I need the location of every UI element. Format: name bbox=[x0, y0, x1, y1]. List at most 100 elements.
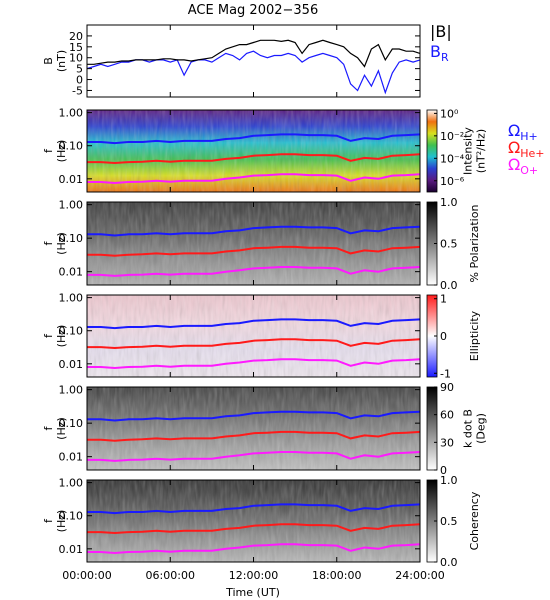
colorbar-label: Intensity bbox=[462, 127, 475, 175]
gyrofrequency-line bbox=[87, 173, 421, 185]
plot-frame bbox=[86, 24, 421, 98]
y-axis-label: f bbox=[42, 240, 55, 245]
legend-subscript: R bbox=[441, 51, 449, 64]
data-line bbox=[86, 50, 421, 95]
colorbar bbox=[426, 386, 438, 471]
y-tick-label: 0.01 bbox=[59, 358, 84, 371]
y-tick-label: 0.10 bbox=[59, 140, 84, 153]
colorbar-label: % Polarization bbox=[468, 205, 481, 283]
y-axis-label: f bbox=[42, 425, 55, 430]
x-tick-label: 24:00:00 bbox=[395, 569, 444, 582]
y-tick-label: 10 bbox=[69, 52, 83, 65]
y-axis-label: (Hz) bbox=[55, 140, 68, 163]
colorbar-label: Ellipticity bbox=[468, 310, 481, 361]
spectrogram-texture bbox=[87, 295, 420, 377]
y-tick-label: 0.10 bbox=[59, 325, 84, 338]
gyrofrequency-line bbox=[87, 543, 421, 555]
y-tick-label: 5 bbox=[76, 63, 83, 76]
y-tick-label: 1.00 bbox=[59, 199, 84, 212]
colorbar-tick-label: 0.5 bbox=[440, 515, 458, 528]
x-axis-label: Time (UT) bbox=[225, 586, 280, 599]
y-tick-label: 0.01 bbox=[59, 266, 84, 279]
colorbar-tick-label: 0.5 bbox=[440, 238, 458, 251]
chart-title: ACE Mag 2002−356 bbox=[188, 3, 318, 18]
y-axis-label: (nT) bbox=[55, 50, 68, 72]
legend-name: Ω bbox=[508, 121, 520, 140]
y-tick-label: 0.01 bbox=[59, 543, 84, 556]
gyrofrequency-line bbox=[87, 430, 421, 442]
spectrogram-texture bbox=[87, 110, 420, 192]
y-axis-label: (Hz) bbox=[55, 510, 68, 533]
legend-subscript: He+ bbox=[520, 147, 544, 160]
colorbar-label: k dot B bbox=[462, 409, 475, 448]
gyrofrequency-line bbox=[87, 225, 421, 237]
legend-name: B bbox=[430, 42, 441, 61]
y-axis-label: (Hz) bbox=[55, 417, 68, 440]
y-tick-label: 0.01 bbox=[59, 173, 84, 186]
legend-label: ΩO+ bbox=[508, 155, 538, 177]
colorbar-tick-label: 1.0 bbox=[440, 474, 458, 487]
gyrofrequency-line bbox=[87, 133, 421, 145]
legend-subscript: O+ bbox=[520, 164, 538, 177]
colorbar-tick-label: 30 bbox=[440, 436, 454, 449]
colorbar bbox=[426, 109, 438, 193]
x-tick-label: 18:00:00 bbox=[312, 569, 361, 582]
y-tick-label: 0.10 bbox=[59, 417, 84, 430]
colorbar-tick-label: 1 bbox=[440, 293, 447, 306]
y-tick-label: 1.00 bbox=[59, 384, 84, 397]
gyrofrequency-line bbox=[87, 503, 421, 515]
colorbar-tick-label: 10⁻⁶ bbox=[440, 175, 465, 188]
colorbar-tick-label: 60 bbox=[440, 409, 454, 422]
y-tick-label: 0.01 bbox=[59, 451, 84, 464]
y-axis-label: f bbox=[42, 148, 55, 153]
colorbar-tick-label: 1.0 bbox=[440, 196, 458, 209]
x-tick-label: 06:00:00 bbox=[146, 569, 195, 582]
legend-label: ΩH+ bbox=[508, 121, 538, 143]
colorbar-tick-label: 0 bbox=[440, 464, 447, 477]
legend-name: Ω bbox=[508, 155, 520, 174]
gyrofrequency-line bbox=[87, 523, 421, 535]
y-tick-label: 1.00 bbox=[59, 292, 84, 305]
legend-subscript: H+ bbox=[520, 130, 538, 143]
colorbar-label: Coherency bbox=[468, 491, 481, 550]
gyrofrequency-line bbox=[87, 318, 421, 330]
gyrofrequency-line bbox=[87, 245, 421, 257]
colorbar-label: (Deg) bbox=[475, 413, 488, 444]
spectrogram-texture bbox=[87, 387, 420, 470]
gyrofrequency-line bbox=[87, 338, 421, 350]
colorbar-tick-label: 0.0 bbox=[440, 556, 458, 569]
y-axis-label: f bbox=[42, 333, 55, 338]
gyrofrequency-line bbox=[87, 153, 421, 165]
x-tick-label: 00:00:00 bbox=[62, 569, 111, 582]
y-axis-label: (Hz) bbox=[55, 325, 68, 348]
colorbar-tick-label: 10⁻² bbox=[440, 130, 464, 143]
y-tick-label: 0 bbox=[76, 74, 83, 87]
gyrofrequency-line bbox=[87, 266, 421, 277]
y-tick-label: 1.00 bbox=[59, 107, 84, 120]
colorbar-tick-label: 10⁻⁴ bbox=[440, 152, 465, 165]
legend-name: |B| bbox=[430, 22, 452, 41]
colorbar-tick-label: -1 bbox=[440, 367, 451, 380]
colorbar-label: (nT²/Hz) bbox=[475, 129, 488, 173]
y-tick-label: 0.10 bbox=[59, 232, 84, 245]
y-tick-label: -5 bbox=[72, 84, 83, 97]
y-tick-label: 15 bbox=[69, 41, 83, 54]
data-line bbox=[87, 39, 421, 68]
y-axis-label: B bbox=[42, 57, 55, 65]
y-tick-label: 0.10 bbox=[59, 510, 84, 523]
colorbar-tick-label: 90 bbox=[440, 381, 454, 394]
legend-label: BR bbox=[430, 42, 449, 64]
y-axis-label: f bbox=[42, 518, 55, 523]
colorbar-tick-label: 0.0 bbox=[440, 279, 458, 292]
y-tick-label: 20 bbox=[69, 30, 83, 43]
legend-label: ΩHe+ bbox=[508, 138, 545, 160]
gyrofrequency-line bbox=[87, 451, 421, 462]
colorbar-tick-label: 0 bbox=[440, 330, 447, 343]
x-tick-label: 12:00:00 bbox=[229, 569, 278, 582]
legend-label: |B| bbox=[430, 22, 452, 41]
spectrogram-texture bbox=[87, 480, 420, 562]
colorbar-tick-label: 10⁰ bbox=[440, 107, 459, 120]
y-tick-label: 1.00 bbox=[59, 477, 84, 490]
y-axis-label: (Hz) bbox=[55, 232, 68, 255]
